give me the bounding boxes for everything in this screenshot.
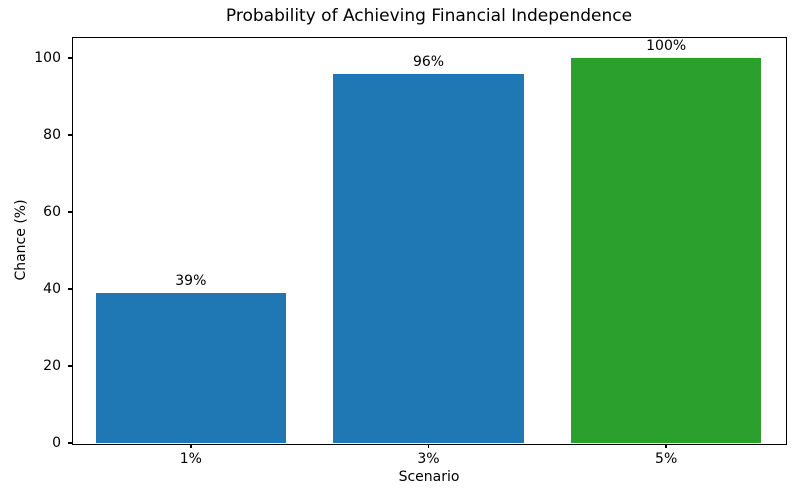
y-tick-label: 0 bbox=[52, 435, 61, 451]
y-tick bbox=[68, 288, 72, 290]
y-tick-label: 60 bbox=[43, 204, 61, 221]
x-tick-label: 5% bbox=[655, 451, 678, 467]
y-tick-label: 80 bbox=[43, 127, 61, 144]
y-tick bbox=[68, 211, 72, 213]
bar bbox=[333, 73, 524, 443]
x-tick bbox=[427, 444, 430, 448]
y-tick-label: 20 bbox=[43, 358, 61, 375]
x-tick bbox=[665, 444, 667, 448]
bar-value-label: 96% bbox=[412, 53, 445, 70]
x-axis-label: Scenario bbox=[398, 469, 460, 485]
y-tick bbox=[68, 57, 72, 59]
x-tick bbox=[190, 444, 192, 448]
y-tick bbox=[68, 442, 72, 444]
bar-value-label: 39% bbox=[175, 272, 207, 289]
x-tick-label: 1% bbox=[179, 451, 202, 467]
y-tick bbox=[68, 365, 72, 367]
bar bbox=[95, 292, 286, 443]
x-tick-label: 3% bbox=[417, 451, 440, 467]
y-tick-label: 100 bbox=[34, 50, 61, 67]
y-tick bbox=[68, 134, 72, 136]
y-tick-label: 40 bbox=[43, 281, 61, 298]
bar-value-label: 100% bbox=[646, 38, 687, 55]
chart-title: Probability of Achieving Financial Indep… bbox=[225, 6, 633, 26]
bar bbox=[571, 58, 762, 443]
